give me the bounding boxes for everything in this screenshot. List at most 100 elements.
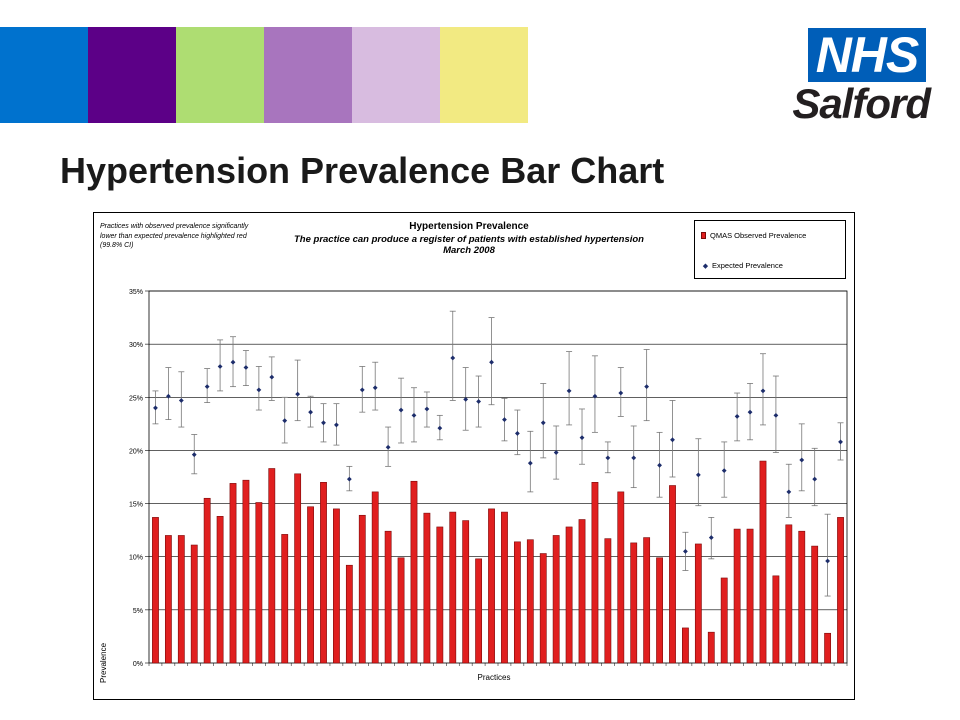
- color-block-2: [88, 27, 176, 123]
- marker-expected: [553, 450, 559, 455]
- bar-observed: [177, 535, 185, 664]
- color-strip: [0, 27, 530, 123]
- marker-expected: [760, 388, 766, 394]
- marker-expected: [708, 535, 714, 540]
- bar-observed: [682, 627, 689, 664]
- bar-observed: [307, 506, 314, 664]
- bar-observed: [694, 543, 702, 664]
- chart-svg: 0% 5% 10% 15% 20% 25% 30% 35%: [129, 289, 848, 668]
- y-tick-label: 20%: [129, 448, 143, 455]
- bar-observed: [643, 537, 651, 664]
- marker-expected: [165, 393, 171, 399]
- bar-observed: [720, 577, 728, 664]
- marker-expected: [734, 414, 740, 419]
- chart-frame: 0% 5% 10% 15% 20% 25% 30% 35% Practices with ob…: [93, 212, 855, 700]
- bar-observed: [164, 535, 172, 664]
- marker-expected: [683, 549, 688, 554]
- marker-expected: [644, 384, 650, 390]
- marker-expected: [812, 476, 818, 482]
- legend-bar-swatch: [701, 232, 706, 239]
- bar-observed: [475, 558, 483, 664]
- bar-observed: [811, 545, 819, 664]
- bar-observed: [384, 530, 392, 664]
- marker-expected: [695, 472, 701, 478]
- chart-title: Hypertension Prevalence: [409, 221, 529, 232]
- marker-expected: [476, 399, 482, 404]
- bar-observed: [488, 508, 495, 664]
- marker-expected: [178, 398, 184, 403]
- marker-expected: [540, 420, 546, 426]
- marker-expected: [773, 412, 779, 418]
- y-tick-label: 10%: [129, 555, 143, 562]
- marker-expected: [334, 422, 339, 428]
- slide-title: Hypertension Prevalence Bar Chart: [60, 150, 665, 191]
- marker-expected: [191, 452, 197, 458]
- bar-observed: [526, 539, 534, 664]
- bar-observed: [837, 517, 844, 664]
- bar-observed: [255, 502, 263, 664]
- y-tick-label: 5%: [133, 608, 143, 615]
- bar-observed: [578, 519, 586, 664]
- bar-observed: [733, 528, 741, 664]
- y-tick-label: 30%: [129, 342, 143, 349]
- bar-observed: [604, 538, 612, 664]
- marker-expected: [489, 359, 494, 365]
- bar-observed: [371, 491, 379, 664]
- marker-expected: [204, 384, 210, 390]
- nhs-salford-logo: NHS Salford: [790, 28, 931, 128]
- marker-expected: [372, 385, 378, 391]
- nhs-logo-org: Salford: [792, 80, 931, 127]
- marker-expected: [838, 439, 843, 445]
- x-axis-label: Practices: [477, 673, 511, 682]
- marker-expected: [153, 405, 158, 411]
- marker-expected: [269, 374, 275, 380]
- marker-expected: [398, 407, 404, 413]
- legend-label-expected: Expected Prevalence: [712, 261, 783, 270]
- bar-observed: [152, 517, 159, 664]
- marker-expected: [721, 468, 727, 474]
- marker-expected: [385, 444, 391, 450]
- marker-expected: [747, 409, 753, 415]
- bar-observed: [320, 482, 327, 664]
- chart-legend: QMAS Observed Prevalence ◆ Expected Prev…: [694, 220, 846, 279]
- bar-observed: [203, 497, 211, 664]
- marker-expected: [579, 435, 585, 441]
- y-axis-label: Prevalence: [99, 642, 108, 683]
- marker-expected: [657, 462, 662, 468]
- marker-expected: [786, 489, 792, 495]
- y-tick-label: 25%: [129, 395, 143, 402]
- marker-expected: [670, 437, 675, 443]
- bar-observed: [190, 544, 198, 664]
- legend-diamond-icon: ◆: [702, 262, 709, 270]
- marker-expected: [592, 393, 598, 399]
- marker-expected: [463, 397, 469, 402]
- marker-expected: [321, 420, 326, 426]
- bar-observed: [824, 632, 832, 664]
- y-tick-label: 35%: [129, 289, 143, 296]
- marker-expected: [514, 431, 520, 436]
- marker-expected: [346, 476, 352, 482]
- marker-expected: [243, 365, 249, 370]
- legend-label-observed: QMAS Observed Prevalence: [710, 231, 807, 240]
- bar-observed: [669, 485, 676, 664]
- bar-observed: [281, 534, 289, 664]
- bar-observed: [216, 516, 224, 664]
- marker-expected: [450, 355, 456, 361]
- chart-subtitle: The practice can produce a register of p…: [293, 234, 644, 245]
- bar-observed: [772, 575, 780, 664]
- color-block-6: [440, 27, 528, 123]
- bar-observed: [539, 553, 547, 664]
- marker-expected: [230, 359, 236, 365]
- bar-observed: [229, 483, 237, 664]
- marker-expected: [437, 425, 443, 431]
- bar-observed: [617, 491, 625, 664]
- marker-expected: [411, 412, 417, 418]
- bar-observed: [345, 564, 353, 664]
- nhs-logo-box: NHS: [808, 28, 926, 82]
- bar-observed: [358, 514, 366, 664]
- marker-expected: [527, 460, 533, 466]
- y-tick-label: 0%: [133, 661, 143, 668]
- bar-observed: [436, 526, 444, 664]
- bar-observed: [630, 542, 638, 664]
- bar-observed: [798, 530, 806, 664]
